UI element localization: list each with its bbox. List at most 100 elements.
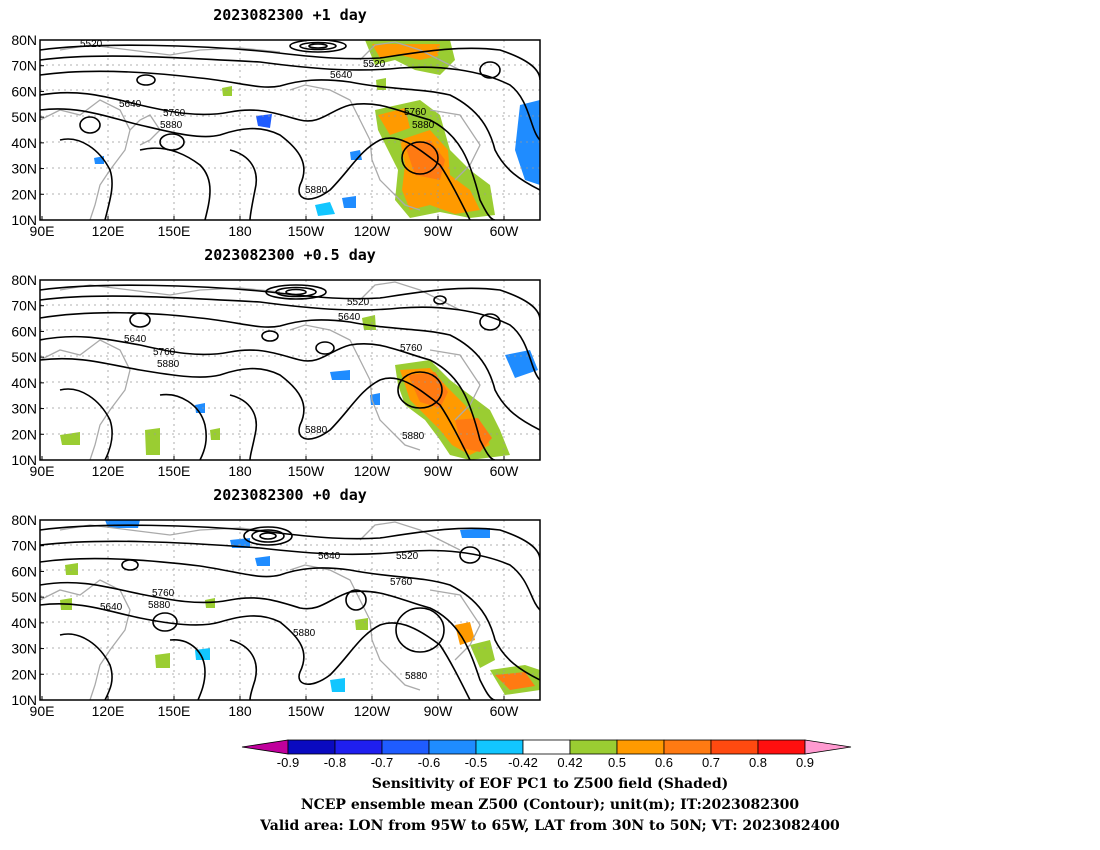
lat-tick-label: 60N [11, 563, 37, 579]
contour-label: 5640 [124, 334, 147, 345]
colorbar-tick-label: 0.5 [608, 755, 626, 770]
lat-tick-label: 10N [11, 452, 37, 468]
lat-tick-label: 10N [11, 212, 37, 228]
contour-label: 5880 [305, 185, 328, 196]
contour-label: 5760 [404, 107, 427, 118]
colorbar-segment [663, 739, 712, 755]
colorbar-segment [569, 739, 618, 755]
z500-contours [40, 40, 540, 220]
lon-tick-label: 90W [424, 703, 454, 719]
caption-line-2: NCEP ensemble mean Z500 (Contour); unit(… [300, 797, 800, 813]
contour-label: 5640 [318, 551, 341, 562]
lat-tick-label: 30N [11, 401, 37, 417]
lat-tick-label: 20N [11, 666, 37, 682]
lon-tick-label: 180 [228, 703, 252, 719]
colorbar-segment [428, 739, 477, 755]
lat-tick-label: 40N [11, 375, 37, 391]
lon-tick-label: 120W [354, 463, 391, 479]
contour-label: 5880 [160, 120, 183, 131]
contour-label: 5520 [363, 59, 386, 70]
map-panel-2: 5520 5640 5640 5760 5760 5880 5880 5880 [39, 279, 541, 461]
lon-tick-label: 120W [354, 703, 391, 719]
colorbar-tick-label: -0.42 [508, 755, 538, 770]
lat-tick-label: 70N [11, 538, 37, 554]
colorbar-segment [475, 739, 524, 755]
colorbar-segment [287, 739, 336, 755]
contour-label: 5640 [330, 70, 353, 81]
colorbar-segment [710, 739, 759, 755]
contour-label: 5520 [347, 297, 370, 308]
lon-tick-label: 150W [288, 223, 325, 239]
colorbar-segment [381, 739, 430, 755]
lon-tick-label: 120E [92, 463, 125, 479]
contour-label: 5880 [412, 120, 435, 131]
contour-labels: 5640 5520 5760 5640 5760 5880 5880 5880 [100, 551, 428, 682]
contour-label: 5880 [402, 431, 425, 442]
colorbar-segment [616, 739, 665, 755]
lon-tick-label: 120W [354, 223, 391, 239]
lat-tick-label: 30N [11, 641, 37, 657]
colorbar-tick-label: -0.8 [324, 755, 346, 770]
contour-label: 5880 [305, 425, 328, 436]
lat-tick-label: 80N [11, 272, 37, 288]
contour-label: 5640 [100, 602, 123, 613]
lat-tick-label: 10N [11, 692, 37, 708]
map-panel-1: 5520 5520 5640 5640 5760 5760 5880 5880 … [39, 39, 541, 221]
lon-tick-label: 90E [30, 223, 55, 239]
lon-tick-label: 60W [490, 703, 520, 719]
lon-tick-label: 150W [288, 703, 325, 719]
z500-contours [40, 524, 540, 700]
contour-labels: 5520 5520 5640 5640 5760 5760 5880 5880 … [80, 39, 435, 196]
lat-tick-label: 30N [11, 161, 37, 177]
lon-tick-label: 120E [92, 223, 125, 239]
contour-label: 5520 [80, 39, 103, 50]
contour-label: 5880 [148, 600, 171, 611]
lat-tick-label: 60N [11, 323, 37, 339]
lon-tick-label: 180 [228, 223, 252, 239]
lon-tick-label: 60W [490, 223, 520, 239]
lat-tick-label: 80N [11, 32, 37, 48]
lon-tick-label: 90E [30, 703, 55, 719]
colorbar-tick-label: 0.42 [557, 755, 582, 770]
lon-tick-label: 180 [228, 463, 252, 479]
lat-tick-label: 80N [11, 512, 37, 528]
colorbar-tick-label: 0.9 [796, 755, 814, 770]
panel-title-1: 2023082300 +1 day [213, 6, 367, 24]
lat-tick-label: 50N [11, 349, 37, 365]
contour-label: 5880 [405, 671, 428, 682]
colorbar-max-arrow [804, 739, 852, 755]
lat-tick-label: 20N [11, 426, 37, 442]
lat-tick-label: 70N [11, 298, 37, 314]
colorbar-segment [334, 739, 383, 755]
lat-tick-label: 60N [11, 83, 37, 99]
contour-label: 5880 [293, 628, 316, 639]
map-frame [40, 520, 540, 700]
lat-tick-label: 40N [11, 615, 37, 631]
colorbar-tick-label: -0.6 [418, 755, 440, 770]
contour-label: 5640 [338, 312, 361, 323]
contour-label: 5760 [400, 343, 423, 354]
colorbar-tick-label: -0.9 [277, 755, 299, 770]
contour-label: 5760 [390, 577, 413, 588]
colorbar-segment [522, 739, 571, 755]
contour-label: 5880 [157, 359, 180, 370]
lat-tick-label: 40N [11, 135, 37, 151]
lon-tick-label: 120E [92, 703, 125, 719]
lat-tick-label: 70N [11, 58, 37, 74]
colorbar-min-arrow [241, 739, 289, 755]
contour-label: 5640 [119, 99, 142, 110]
lon-tick-label: 60W [490, 463, 520, 479]
map-panel-3: 5640 5520 5760 5640 5760 5880 5880 5880 [39, 519, 541, 701]
contour-label: 5760 [152, 588, 175, 599]
lat-tick-label: 50N [11, 109, 37, 125]
lat-tick-label: 20N [11, 186, 37, 202]
contour-label: 5760 [163, 108, 186, 119]
colorbar-tick-label: 0.7 [702, 755, 720, 770]
contour-label: 5520 [396, 551, 419, 562]
panel-title-2: 2023082300 +0.5 day [204, 246, 376, 264]
contour-labels: 5520 5640 5640 5760 5760 5880 5880 5880 [124, 297, 425, 442]
lon-tick-label: 150W [288, 463, 325, 479]
caption-line-3: Valid area: LON from 95W to 65W, LAT fro… [260, 818, 840, 834]
lon-tick-label: 150E [158, 223, 191, 239]
